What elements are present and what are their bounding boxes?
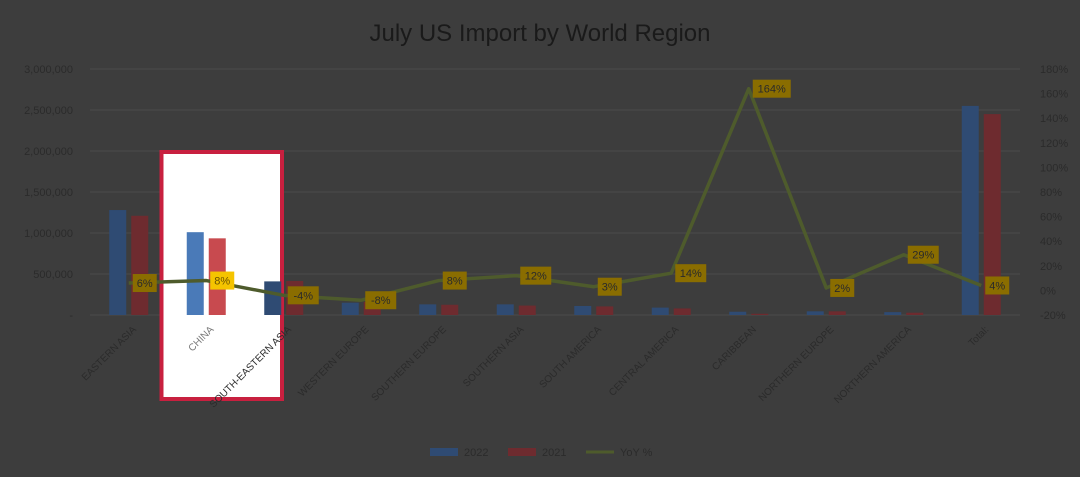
category-label-4: SOUTHERN EUROPE [370, 324, 450, 404]
bars-group [109, 105, 1001, 316]
legend-swatch-0 [430, 448, 458, 456]
yoy-label-box-4 [442, 271, 467, 290]
bar-2022-9 [806, 311, 824, 315]
bar-2022-0 [109, 210, 127, 315]
legend-label-1: 2021 [542, 447, 566, 459]
yoy-data-label-8: 164% [758, 84, 786, 96]
y-axis-left: - 500,000 1,000,000 1,500,000 2,000,000 2,500… [24, 64, 73, 322]
yoy-data-label-10: 29% [912, 250, 934, 262]
category-label-10: NORTHERN AMERICA [832, 324, 914, 406]
bar-2021-9 [828, 311, 846, 315]
bar-2022-8 [729, 311, 747, 315]
category-label-11: Total: [967, 324, 992, 349]
category-label-7: CENTRAL AMERICA [607, 324, 682, 399]
bar-2021-6 [596, 306, 614, 315]
bar-2021-10 [906, 312, 924, 315]
bar-2021-4 [441, 304, 459, 315]
y-right-tick-label: 20% [1040, 261, 1062, 273]
legend: 2022 2021 YoY % [430, 447, 653, 459]
bar-2021-11 [983, 114, 1001, 315]
category-label-6: SOUTH AMERICA [538, 324, 605, 391]
bar-2022-11 [961, 105, 979, 316]
yoy-data-label-11: 4% [989, 280, 1005, 292]
yoy-data-label-3: -8% [371, 295, 391, 307]
category-label-3: WESTERN EUROPE [296, 324, 371, 399]
yoy-data-label-9: 2% [834, 283, 850, 295]
category-label-9: NORTHERN EUROPE [757, 324, 837, 404]
yoy-data-label-7: 14% [680, 268, 702, 280]
legend-label-2: YoY % [620, 447, 653, 459]
legend-swatch-1 [508, 448, 536, 456]
yoy-label-box-10 [907, 245, 939, 264]
y-left-tick-label: 3,000,000 [24, 64, 73, 76]
bar-2022-1 [186, 232, 204, 315]
y-left-tick-label: 1,000,000 [24, 228, 73, 240]
yoy-label-box-0 [132, 274, 157, 293]
yoy-data-label-6: 3% [602, 282, 618, 294]
bar-2022-10 [884, 312, 902, 315]
yoy-label-box-9 [830, 278, 855, 297]
yoy-label-box-7 [675, 264, 707, 283]
bar-2022-2 [264, 281, 282, 315]
y-right-tick-label: 0% [1040, 285, 1056, 297]
yoy-label-box-6 [597, 277, 622, 296]
y-left-tick-label: 500,000 [33, 269, 73, 281]
yoy-label-box-2 [287, 286, 319, 305]
yoy-data-label-5: 12% [525, 271, 547, 283]
bar-2022-6 [574, 305, 592, 315]
bar-2021-8 [751, 313, 769, 315]
y-axis-right: -20% 0% 20% 40% 60% 80% 100% 120% 140% 160% 180% [1040, 64, 1068, 322]
yoy-label-box-11 [985, 276, 1010, 295]
y-right-tick-label: 120% [1040, 138, 1068, 150]
bar-2022-5 [496, 304, 514, 315]
yoy-data-label-0: 6% [137, 278, 153, 290]
y-right-tick-label: 60% [1040, 212, 1062, 224]
y-right-tick-label: 40% [1040, 236, 1062, 248]
bar-2021-7 [673, 308, 691, 315]
yoy-data-label-1: 8% [214, 276, 230, 288]
y-right-tick-label: 160% [1040, 89, 1068, 101]
y-left-tick-label: 2,000,000 [24, 146, 73, 158]
yoy-label-box-5 [520, 266, 552, 285]
yoy-data-labels: 6% 8% -4% -8% 8% 12% 3% 14% 164% 2% 29% 4% [132, 79, 1010, 310]
yoy-label-box-8 [752, 79, 791, 98]
y-left-tick-label: 1,500,000 [24, 187, 73, 199]
y-left-tick-label: 2,500,000 [24, 105, 73, 117]
yoy-data-label-4: 8% [447, 276, 463, 288]
category-label-0: EASTERN ASIA [80, 324, 139, 383]
category-label-5: SOUTHERN ASIA [461, 324, 526, 389]
bar-2021-5 [518, 305, 536, 315]
category-label-8: CARIBBEAN [710, 324, 759, 373]
y-left-tick-label: - [69, 310, 73, 322]
y-right-tick-label: 100% [1040, 162, 1068, 174]
y-right-tick-label: 140% [1040, 113, 1068, 125]
y-right-tick-label: -20% [1040, 310, 1066, 322]
y-right-tick-label: 80% [1040, 187, 1062, 199]
bar-2022-3 [341, 302, 359, 315]
yoy-label-box-3 [365, 291, 397, 310]
y-right-tick-label: 180% [1040, 64, 1068, 76]
legend-label-0: 2022 [464, 447, 488, 459]
bar-2022-4 [419, 304, 437, 315]
chart-title: July US Import by World Region [369, 20, 710, 47]
bar-2022-7 [651, 307, 669, 315]
yoy-data-label-2: -4% [293, 290, 313, 302]
yoy-label-box-1 [210, 271, 235, 290]
bar-2021-0 [131, 215, 149, 315]
